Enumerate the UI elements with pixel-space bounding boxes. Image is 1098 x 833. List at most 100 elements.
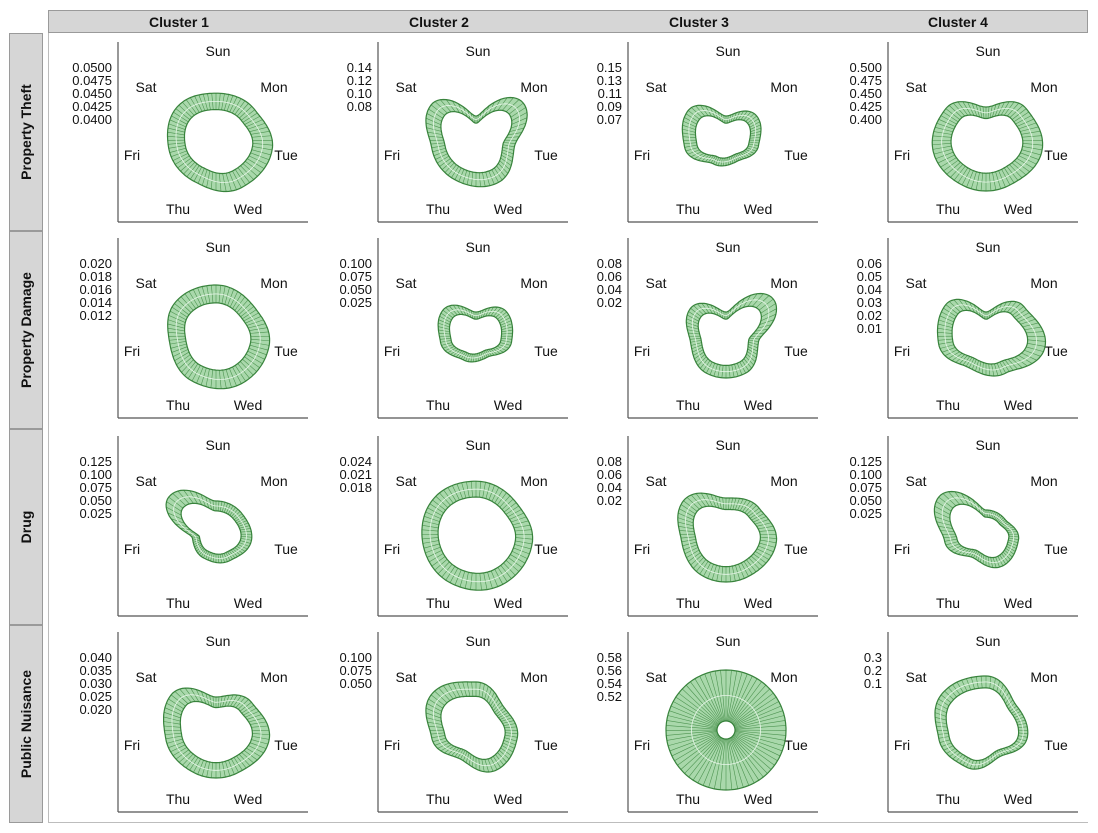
panel-3-2: 0.024 0.021 0.018 Sun Mon Tue Wed Thu Fri Sat xyxy=(316,436,568,623)
axis-label-fri: Fri xyxy=(894,343,910,359)
tick-label: 0.08 xyxy=(347,99,372,114)
tick-label: 0.07 xyxy=(597,112,622,127)
axis-label-sun: Sun xyxy=(716,239,741,255)
axis-label-mon: Mon xyxy=(770,669,797,685)
panel-1-4: 0.500 0.475 0.450 0.425 0.400 Sun Mon Tue Wed Thu… xyxy=(826,42,1078,229)
panel-3-4: 0.125 0.100 0.075 0.050 0.025 Sun Mon Tue Wed Thu… xyxy=(826,436,1078,623)
axis-label-sat: Sat xyxy=(135,275,156,291)
tick-label: 0.06 xyxy=(597,467,622,482)
tick-label: 0.018 xyxy=(339,480,372,495)
axis-label-thu: Thu xyxy=(936,201,960,217)
column-header-4: Cluster 4 xyxy=(928,14,988,30)
axis-label-fri: Fri xyxy=(384,737,400,753)
tick-label: 0.050 xyxy=(339,676,372,691)
axis-label-fri: Fri xyxy=(894,541,910,557)
axis-label-wed: Wed xyxy=(494,595,523,611)
radar-median-line xyxy=(171,694,262,771)
axis-label-sun: Sun xyxy=(976,43,1001,59)
row-header-2: Property Damage xyxy=(9,231,43,429)
axis-label-sat: Sat xyxy=(905,275,926,291)
axis-label-sun: Sun xyxy=(716,633,741,649)
axis-label-fri: Fri xyxy=(124,737,140,753)
axis-label-sat: Sat xyxy=(645,79,666,95)
axis-label-thu: Thu xyxy=(166,791,190,807)
axis-label-mon: Mon xyxy=(520,79,547,95)
axis-label-thu: Thu xyxy=(676,201,700,217)
tick-label: 0.025 xyxy=(339,295,372,310)
radar-ring xyxy=(167,284,271,390)
radar-median-line xyxy=(691,695,761,765)
radar-median-line xyxy=(941,108,1034,183)
radar-chart: 0.150.130.110.090.07 Sun Mon Tue Wed Thu Fri Sa… xyxy=(597,42,818,223)
axis-label-wed: Wed xyxy=(494,791,523,807)
tick-label: 0.08 xyxy=(597,454,622,469)
panel-3-1: 0.125 0.100 0.075 0.050 0.025 Sun Mon Tue Wed Thu… xyxy=(56,436,308,623)
tick-label: 0.100 xyxy=(339,650,372,665)
axis-label-wed: Wed xyxy=(744,201,773,217)
axis-label-wed: Wed xyxy=(1004,397,1033,413)
radar-chart: 0.140.120.100.08 Sun Mon Tue Wed Thu Fri Sat xyxy=(347,42,568,223)
radar-median-line xyxy=(688,110,757,163)
panel-2-2: 0.100 0.075 0.050 0.025 Sun Mon Tue Wed Thu Fri Sa… xyxy=(316,238,568,425)
tick-label: 0.025 xyxy=(79,506,112,521)
panel-4-2: 0.100 0.075 0.050 Sun Mon Tue Wed Thu Fri Sat xyxy=(316,632,568,819)
axis-label-sun: Sun xyxy=(976,239,1001,255)
column-header-2: Cluster 2 xyxy=(409,14,469,30)
axis-label-tue: Tue xyxy=(274,541,298,557)
radar-ring xyxy=(437,304,514,363)
radar-ring xyxy=(934,675,1029,770)
axis-label-sat: Sat xyxy=(905,473,926,489)
tick-label: 0.050 xyxy=(849,493,882,508)
tick-label: 0.075 xyxy=(79,480,112,495)
axis-label-fri: Fri xyxy=(384,541,400,557)
column-header-1: Cluster 1 xyxy=(149,14,209,30)
axis-label-thu: Thu xyxy=(676,595,700,611)
tick-label: 0.10 xyxy=(347,86,372,101)
axis-label-sat: Sat xyxy=(395,275,416,291)
tick-label: 0.01 xyxy=(857,321,882,336)
axis-label-sun: Sun xyxy=(976,633,1001,649)
tick-label: 0.020 xyxy=(79,256,112,271)
tick-label: 0.075 xyxy=(849,480,882,495)
axis-label-thu: Thu xyxy=(426,397,450,413)
radar-median-line xyxy=(432,688,512,767)
panel-2-3: 0.08 0.06 0.04 0.02 Sun Mon Tue Wed Thu Fri Sat xyxy=(566,238,818,425)
column-header-bar: Cluster 1 Cluster 2 Cluster 3 Cluster 4 xyxy=(48,10,1088,33)
radar-median-line xyxy=(175,101,264,183)
tick-label: 0.14 xyxy=(347,60,372,75)
tick-label: 0.56 xyxy=(597,663,622,678)
axis-label-mon: Mon xyxy=(1030,79,1057,95)
tick-label: 0.125 xyxy=(79,454,112,469)
tick-label: 0.040 xyxy=(79,650,112,665)
tick-label: 0.58 xyxy=(597,650,622,665)
axis-label-tue: Tue xyxy=(534,541,558,557)
axis-label-sat: Sat xyxy=(905,669,926,685)
tick-label: 0.0500 xyxy=(72,60,112,75)
radar-median-line xyxy=(175,293,261,380)
tick-label: 0.016 xyxy=(79,282,112,297)
axis-label-wed: Wed xyxy=(234,397,263,413)
radar-median-line xyxy=(173,496,247,559)
axis-label-wed: Wed xyxy=(494,397,523,413)
tick-label: 0.03 xyxy=(857,295,882,310)
radar-median-line xyxy=(443,309,508,359)
radar-chart: 0.080.060.040.02 Sun Mon Tue Wed Thu Fri Sat xyxy=(597,436,818,617)
axis-label-tue: Tue xyxy=(534,737,558,753)
tick-label: 0.020 xyxy=(79,702,112,717)
axis-label-thu: Thu xyxy=(166,397,190,413)
axis-label-mon: Mon xyxy=(770,275,797,291)
tick-label: 0.13 xyxy=(597,73,622,88)
axis-label-mon: Mon xyxy=(1030,669,1057,685)
tick-label: 0.021 xyxy=(339,467,372,482)
radar-median-line xyxy=(691,299,770,373)
panel-4-3: 0.58 0.56 0.54 0.52 Sun Mon Tue Wed Thu Fri Sat xyxy=(566,632,818,819)
axis-label-mon: Mon xyxy=(1030,275,1057,291)
axis-label-tue: Tue xyxy=(784,343,808,359)
axis-label-wed: Wed xyxy=(234,791,263,807)
